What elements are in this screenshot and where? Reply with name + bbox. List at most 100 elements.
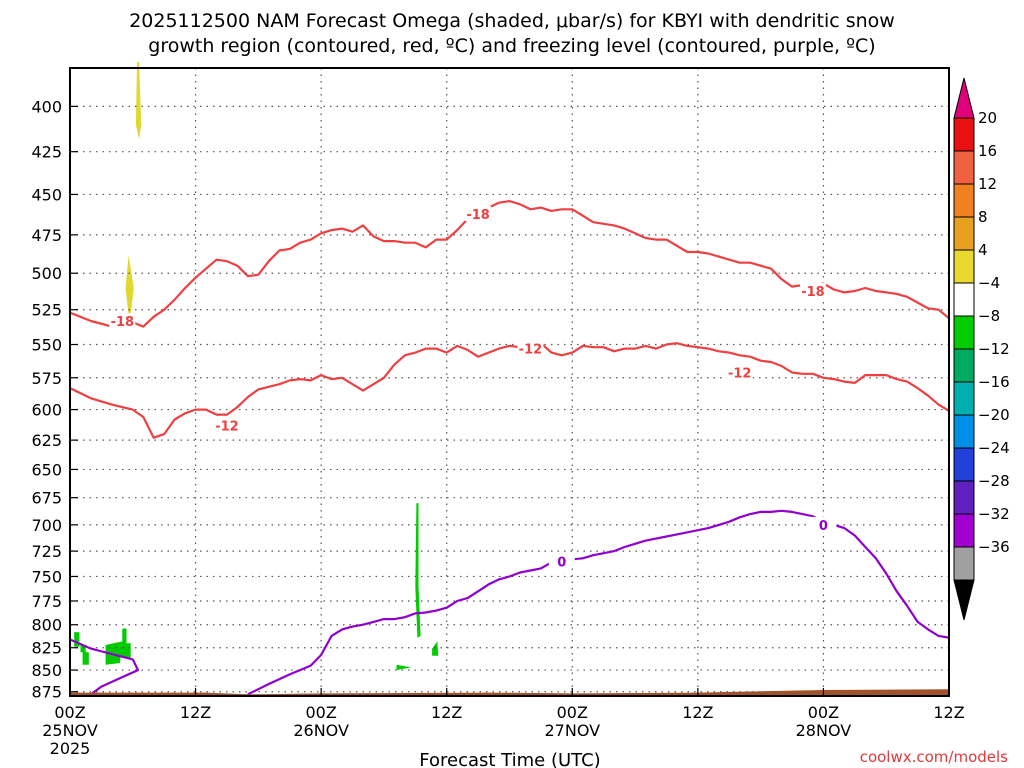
- omega-patch-1: [125, 255, 134, 324]
- colorbar-swatch-7: [953, 348, 975, 383]
- contour-label--12-2: -12: [728, 367, 752, 382]
- y-tick-label-825: 825: [31, 639, 62, 658]
- x-tick-date-0: 25NOV: [42, 721, 98, 740]
- contour-label--18-0: -18: [111, 315, 135, 330]
- y-tick-label-675: 675: [31, 489, 62, 508]
- colorbar-swatch-8: [953, 381, 975, 416]
- ground-fill: [70, 689, 949, 696]
- y-tick-label-775: 775: [31, 592, 62, 611]
- colorbar-swatch-6: [953, 315, 975, 350]
- colorbar-label-4: 4: [978, 241, 988, 259]
- colorbar-swatch-0: [953, 117, 975, 152]
- contour-label--18-1: -18: [466, 208, 490, 223]
- colorbar-swatch-2: [953, 183, 975, 218]
- x-tick-date-72: 28NOV: [796, 721, 852, 740]
- colorbar-swatch-12: [953, 513, 975, 548]
- contour-label-bg-0-0: [548, 553, 575, 569]
- y-tick-label-650: 650: [31, 460, 62, 479]
- y-tick-label-475: 475: [31, 226, 62, 245]
- colorbar-swatch-13: [953, 546, 975, 581]
- y-tick-label-800: 800: [31, 616, 62, 635]
- y-tick-label-750: 750: [31, 567, 62, 586]
- colorbar-label-11: −28: [978, 472, 1010, 490]
- contour-label-bg--12-2: [726, 364, 753, 380]
- y-tick-label-575: 575: [31, 369, 62, 388]
- grid-layer: [70, 68, 949, 696]
- contour-label--18-2: -18: [801, 285, 825, 300]
- contour-line-0: [69, 638, 140, 696]
- y-tick-label-625: 625: [31, 431, 62, 450]
- x-tick-date-48: 27NOV: [544, 721, 600, 740]
- chart-title-line2: growth region (contoured, red, ºC) and f…: [148, 35, 875, 57]
- colorbar-label-9: −20: [978, 406, 1010, 424]
- colorbar-label-6: −8: [978, 307, 1000, 325]
- y-tick-label-425: 425: [31, 143, 62, 162]
- colorbar-swatch-5: [953, 282, 975, 317]
- contour-label-bg-0-1: [810, 516, 837, 532]
- credit-text: coolwx.com/models: [860, 748, 1008, 766]
- y-tick-label-525: 525: [31, 301, 62, 320]
- colorbar-label-12: −32: [978, 505, 1010, 523]
- colorbar-label-8: −16: [978, 373, 1010, 391]
- axes-layer: 400 425 450 475 500 525 550 575 600 625 650 675 700 7…: [31, 67, 965, 758]
- omega-patch-7: [432, 641, 439, 656]
- contour-label-0-1: 0: [819, 519, 828, 534]
- colorbar-label-3: 8: [978, 208, 988, 226]
- x-tick-label-48: 00Z: [557, 703, 588, 722]
- y-tick-label-850: 850: [31, 661, 62, 680]
- contour-label-bg--18-0: [109, 313, 136, 329]
- y-tick-label-550: 550: [31, 336, 62, 355]
- x-tick-label-36: 12Z: [431, 703, 462, 722]
- x-tick-label-72: 00Z: [808, 703, 839, 722]
- colorbar: 20 16 12 8 4 −4 −8 −12 −16 −20 −24 −28 −32 −36: [953, 77, 1010, 621]
- colorbar-label-5: −4: [978, 274, 1000, 292]
- colorbar-label-0: 20: [978, 109, 997, 127]
- y-tick-label-400: 400: [31, 97, 62, 116]
- contour-label-bg--18-1: [465, 206, 492, 222]
- x-tick-label-24: 00Z: [305, 703, 336, 722]
- colorbar-label-7: −12: [978, 340, 1010, 358]
- y-tick-label-875: 875: [31, 683, 62, 702]
- y-tick-label-500: 500: [31, 264, 62, 283]
- contour-line--12: [69, 342, 950, 439]
- colorbar-swatch-3: [953, 216, 975, 251]
- contour-labels-layer: -18 -18 -18 -12 -12 -12 0 0: [109, 206, 837, 570]
- x-tick-year-0: 2025: [50, 739, 91, 758]
- colorbar-swatch-4: [953, 249, 975, 284]
- plot-frame: [69, 67, 950, 697]
- x-tick-date-24: 26NOV: [293, 721, 349, 740]
- contour-label-bg--12-0: [213, 417, 240, 433]
- ground-layer: [70, 689, 949, 696]
- y-tick-label-450: 450: [31, 185, 62, 204]
- omega-patch-0: [135, 62, 142, 140]
- y-tick-label-700: 700: [31, 516, 62, 535]
- x-axis-label: Forecast Time (UTC): [419, 750, 600, 768]
- contour-label--12-0: -12: [215, 420, 239, 435]
- contour-label-bg--12-1: [517, 340, 544, 356]
- x-tick-label-60: 12Z: [682, 703, 713, 722]
- colorbar-swatch-1: [953, 150, 975, 185]
- omega-patch-3: [80, 645, 89, 665]
- colorbar-label-10: −24: [978, 439, 1010, 457]
- colorbar-bottom-arrow: [953, 579, 975, 621]
- colorbar-label-1: 16: [978, 142, 997, 160]
- x-tick-label-12: 12Z: [180, 703, 211, 722]
- contour-line--18: [69, 200, 950, 328]
- x-tick-label-84: 12Z: [933, 703, 964, 722]
- omega-patch-5: [415, 503, 421, 638]
- colorbar-label-2: 12: [978, 175, 997, 193]
- omega-patch-4: [105, 628, 131, 665]
- omega-patch-6: [396, 664, 412, 671]
- colorbar-label-13: −36: [978, 538, 1010, 556]
- contour-label--12-1: -12: [519, 343, 543, 358]
- contour-line-0-b: [247, 509, 950, 696]
- chart-title-line1: 2025112500 NAM Forecast Omega (shaded, μ…: [129, 10, 895, 32]
- y-tick-label-600: 600: [31, 401, 62, 420]
- omega-shading-layer: [74, 62, 439, 671]
- colorbar-swatch-9: [953, 414, 975, 449]
- contour-label-0-0: 0: [557, 555, 566, 570]
- x-tick-label-0: 00Z: [54, 703, 85, 722]
- contour-label-bg--18-2: [799, 282, 826, 298]
- colorbar-top-arrow: [953, 77, 975, 119]
